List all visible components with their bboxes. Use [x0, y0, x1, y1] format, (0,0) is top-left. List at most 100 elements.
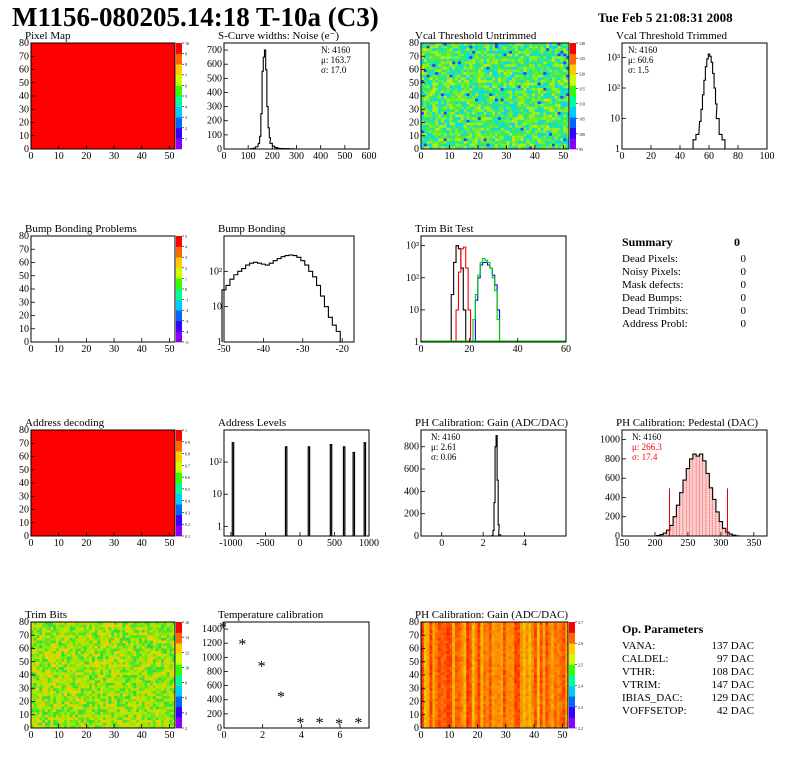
heatmap-cell	[61, 720, 65, 724]
heatmap-cell	[105, 675, 109, 679]
heatmap-cell	[537, 77, 541, 81]
heatmap-cell	[566, 130, 570, 134]
heatmap-cell	[429, 93, 433, 97]
heatmap-cell	[440, 135, 445, 139]
heatmap-cell	[566, 125, 570, 129]
heatmap-cell	[89, 720, 93, 724]
heatmap-cell	[423, 119, 428, 123]
heatmap-cell	[486, 103, 490, 107]
heatmap-cell	[39, 690, 43, 694]
heatmap-cell	[512, 119, 516, 123]
heatmap-cell	[86, 672, 90, 676]
heatmap-cell	[100, 717, 104, 721]
heatmap-cell	[91, 659, 96, 663]
heatmap-cell	[506, 43, 510, 47]
heatmap-cell	[163, 653, 168, 657]
heatmap-cell	[61, 635, 65, 639]
heatmap-cell	[554, 43, 559, 47]
heatmap-cell	[514, 74, 519, 78]
heatmap-cell	[502, 624, 507, 628]
colorbar-tick-label: 0.2	[185, 522, 190, 527]
heatmap-cell	[47, 720, 51, 724]
heatmap-cell	[163, 688, 168, 692]
heatmap-cell	[105, 622, 109, 626]
heatmap-cell	[47, 706, 51, 710]
heatmap-cell	[108, 637, 112, 641]
heatmap-cell	[61, 704, 65, 708]
heatmap-cell	[55, 659, 60, 663]
heatmap-cell	[147, 656, 151, 660]
heatmap-cell	[438, 61, 442, 65]
heatmap-cell	[440, 143, 445, 147]
heatmap-cell	[472, 98, 476, 102]
heatmap-cell	[114, 693, 118, 697]
heatmap-cell	[557, 98, 561, 102]
heatmap-cell	[546, 82, 550, 86]
heatmap-cell	[130, 656, 134, 660]
heatmap-cell	[152, 704, 157, 708]
heatmap-cell	[543, 43, 547, 47]
heatmap-cell	[554, 130, 559, 134]
heatmap-cell	[495, 58, 499, 62]
heatmap-cell	[475, 93, 479, 97]
heatmap-cell	[44, 698, 49, 702]
heatmap-cell	[152, 677, 157, 681]
heatmap-cell	[69, 709, 73, 713]
heatmap-cell	[520, 101, 524, 105]
heatmap-cell	[80, 709, 85, 713]
heatmap-cell	[551, 111, 556, 115]
heatmap-cell	[534, 133, 539, 137]
heatmap-cell	[61, 698, 65, 702]
heatmap-cell	[452, 69, 456, 73]
heatmap-cell	[480, 43, 485, 47]
heatmap-cell	[566, 56, 569, 59]
heatmap-cell	[560, 133, 564, 137]
heatmap-cell	[116, 698, 121, 702]
heatmap-cell	[500, 622, 504, 626]
heatmap-cell	[33, 680, 37, 684]
heatmap-cell	[55, 629, 60, 633]
heatmap-cell	[483, 80, 487, 84]
heatmap-cell	[526, 138, 530, 142]
heatmap-cell	[100, 693, 104, 697]
heatmap-cell	[503, 141, 507, 145]
heatmap-cell	[472, 93, 476, 97]
heatmap-cell	[97, 706, 101, 710]
heatmap-cell	[534, 80, 539, 84]
chart-title: S-Curve widths: Noise (e⁻)	[218, 30, 339, 42]
heatmap-cell	[534, 93, 539, 97]
heatmap-cell	[471, 624, 476, 628]
heatmap-cell	[69, 651, 73, 655]
colorbar-tick-label: 4	[185, 245, 187, 250]
heatmap-cell	[161, 627, 165, 631]
heatmap-cell	[114, 637, 118, 641]
heatmap-cell	[152, 698, 157, 702]
heatmap-cell	[503, 125, 507, 129]
heatmap-cell	[78, 664, 82, 668]
heatmap-cell	[86, 635, 90, 639]
heatmap-cell	[440, 53, 445, 57]
heatmap-cell	[144, 682, 148, 686]
heatmap-cell	[435, 624, 439, 628]
heatmap-cell	[549, 143, 553, 147]
heatmap-cell	[480, 93, 485, 97]
heatmap-cell	[421, 143, 425, 147]
heatmap-cell	[64, 624, 68, 628]
heatmap-cell	[497, 45, 502, 49]
heatmap-cell	[426, 109, 430, 113]
heatmap-cell	[69, 640, 73, 644]
heatmap-cell	[475, 130, 479, 134]
heatmap-cell	[460, 96, 465, 100]
heatmap-cell	[166, 629, 170, 633]
heatmap-cell	[111, 635, 115, 639]
heatmap-cell	[80, 675, 85, 679]
heatmap-cell	[147, 624, 151, 628]
heatmap-cell	[421, 48, 425, 52]
heatmap-cell	[47, 682, 51, 686]
heatmap-cell	[534, 64, 539, 68]
heatmap-cell	[158, 622, 162, 626]
scatter-point: *	[258, 659, 266, 676]
heatmap-cell	[58, 632, 62, 636]
heatmap-cell	[495, 74, 499, 78]
heatmap-cell	[523, 109, 527, 113]
